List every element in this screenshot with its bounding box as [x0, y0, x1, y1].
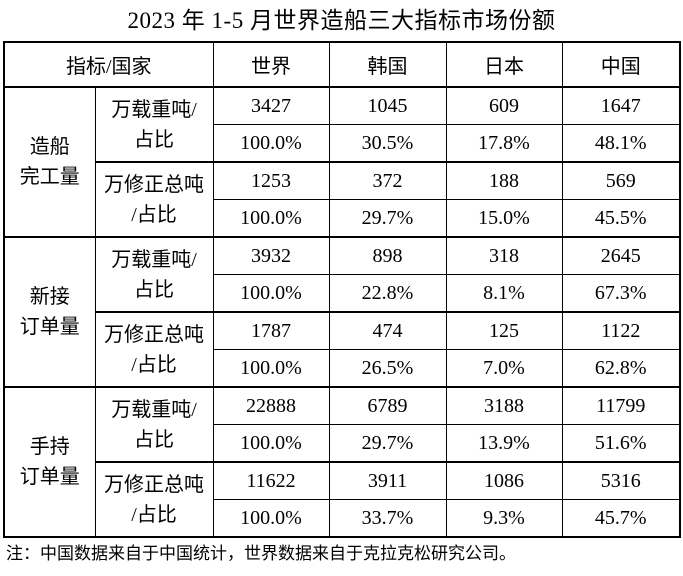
value-cell-korea: 474 — [328, 311, 447, 350]
table-row: 100.0% 22.8% 8.1% 67.3% — [4, 274, 681, 313]
value-cell-china: 11799 — [561, 386, 681, 425]
block-label-dwt: 万载重吨/ 占比 — [94, 386, 214, 463]
share-cell-world: 100.0% — [212, 349, 330, 388]
table-row: 100.0% 29.7% 15.0% 45.5% — [4, 199, 681, 238]
share-cell-world: 100.0% — [212, 499, 330, 538]
value-cell-japan: 125 — [445, 311, 563, 350]
share-cell-china: 48.1% — [561, 124, 681, 163]
col-header-japan: 日本 — [445, 41, 563, 88]
value-cell-japan: 318 — [445, 236, 563, 275]
share-cell-korea: 26.5% — [328, 349, 447, 388]
section-label-completions: 造船 完工量 — [3, 86, 96, 238]
value-cell-korea: 372 — [328, 161, 447, 200]
col-header-world: 世界 — [212, 41, 330, 88]
share-cell-china: 45.5% — [561, 199, 681, 238]
block-label-cgt: 万修正总吨 /占比 — [94, 311, 214, 388]
share-cell-world: 100.0% — [212, 274, 330, 313]
table-row: 100.0% 29.7% 13.9% 51.6% — [4, 424, 681, 463]
block-label-dwt: 万载重吨/ 占比 — [94, 86, 214, 163]
source-footnote: 注：中国数据来自于中国统计，世界数据来自于克拉克松研究公司。 — [6, 544, 516, 563]
block-label-cgt: 万修正总吨 /占比 — [94, 161, 214, 238]
value-cell-japan: 609 — [445, 86, 563, 125]
share-cell-korea: 29.7% — [328, 199, 447, 238]
value-cell-world: 22888 — [212, 386, 330, 425]
share-cell-china: 51.6% — [561, 424, 681, 463]
share-cell-japan: 13.9% — [445, 424, 563, 463]
table-row: 100.0% 33.7% 9.3% 45.7% — [4, 499, 681, 538]
block-label-dwt: 万载重吨/ 占比 — [94, 236, 214, 313]
value-cell-world: 11622 — [212, 461, 330, 500]
value-cell-korea: 1045 — [328, 86, 447, 125]
share-cell-japan: 9.3% — [445, 499, 563, 538]
corner-header: 指标/国家 — [3, 41, 214, 88]
value-cell-world: 3932 — [212, 236, 330, 275]
share-cell-korea: 30.5% — [328, 124, 447, 163]
table-row: 100.0% 30.5% 17.8% 48.1% — [4, 124, 681, 163]
section-label-new-orders: 新接 订单量 — [3, 236, 96, 388]
page-title: 2023 年 1-5 月世界造船三大指标市场份额 — [127, 8, 556, 33]
share-cell-china: 45.7% — [561, 499, 681, 538]
share-cell-japan: 17.8% — [445, 124, 563, 163]
share-cell-china: 67.3% — [561, 274, 681, 313]
value-cell-japan: 3188 — [445, 386, 563, 425]
share-cell-japan: 8.1% — [445, 274, 563, 313]
market-share-table: 指标/国家 世界 韩国 日本 中国 造船 完工量 万载重吨/ 占比 3427 1… — [3, 41, 681, 538]
value-cell-china: 2645 — [561, 236, 681, 275]
share-cell-world: 100.0% — [212, 124, 330, 163]
table-row: 100.0% 26.5% 7.0% 62.8% — [4, 349, 681, 388]
table-row: 新接 订单量 万载重吨/ 占比 3932 898 318 2645 — [3, 236, 681, 388]
value-cell-china: 569 — [561, 161, 681, 200]
value-cell-world: 1787 — [212, 311, 330, 350]
share-cell-korea: 29.7% — [328, 424, 447, 463]
value-cell-korea: 6789 — [328, 386, 447, 425]
section-label-order-backlog: 手持 订单量 — [3, 386, 96, 538]
share-cell-korea: 22.8% — [328, 274, 447, 313]
value-cell-china: 1647 — [561, 86, 681, 125]
col-header-china: 中国 — [561, 41, 681, 88]
share-cell-china: 62.8% — [561, 349, 681, 388]
share-cell-japan: 15.0% — [445, 199, 563, 238]
table-row: 万修正总吨 /占比 1253 372 188 569 — [4, 161, 681, 238]
share-cell-korea: 33.7% — [328, 499, 447, 538]
share-cell-world: 100.0% — [212, 199, 330, 238]
header-row: 指标/国家 世界 韩国 日本 中国 — [3, 41, 681, 88]
value-cell-japan: 1086 — [445, 461, 563, 500]
value-cell-korea: 898 — [328, 236, 447, 275]
table-row: 造船 完工量 万载重吨/ 占比 3427 1045 609 1647 — [3, 86, 681, 238]
value-cell-world: 3427 — [212, 86, 330, 125]
block-label-cgt: 万修正总吨 /占比 — [94, 461, 214, 538]
value-cell-china: 1122 — [561, 311, 681, 350]
table-row: 手持 订单量 万载重吨/ 占比 22888 6789 3188 11799 — [3, 386, 681, 538]
share-cell-japan: 7.0% — [445, 349, 563, 388]
value-cell-world: 1253 — [212, 161, 330, 200]
col-header-korea: 韩国 — [328, 41, 447, 88]
value-cell-japan: 188 — [445, 161, 563, 200]
value-cell-china: 5316 — [561, 461, 681, 500]
share-cell-world: 100.0% — [212, 424, 330, 463]
table-row: 万修正总吨 /占比 1787 474 125 1122 — [4, 311, 681, 388]
table-row: 万修正总吨 /占比 11622 3911 1086 5316 — [4, 461, 681, 538]
value-cell-korea: 3911 — [328, 461, 447, 500]
